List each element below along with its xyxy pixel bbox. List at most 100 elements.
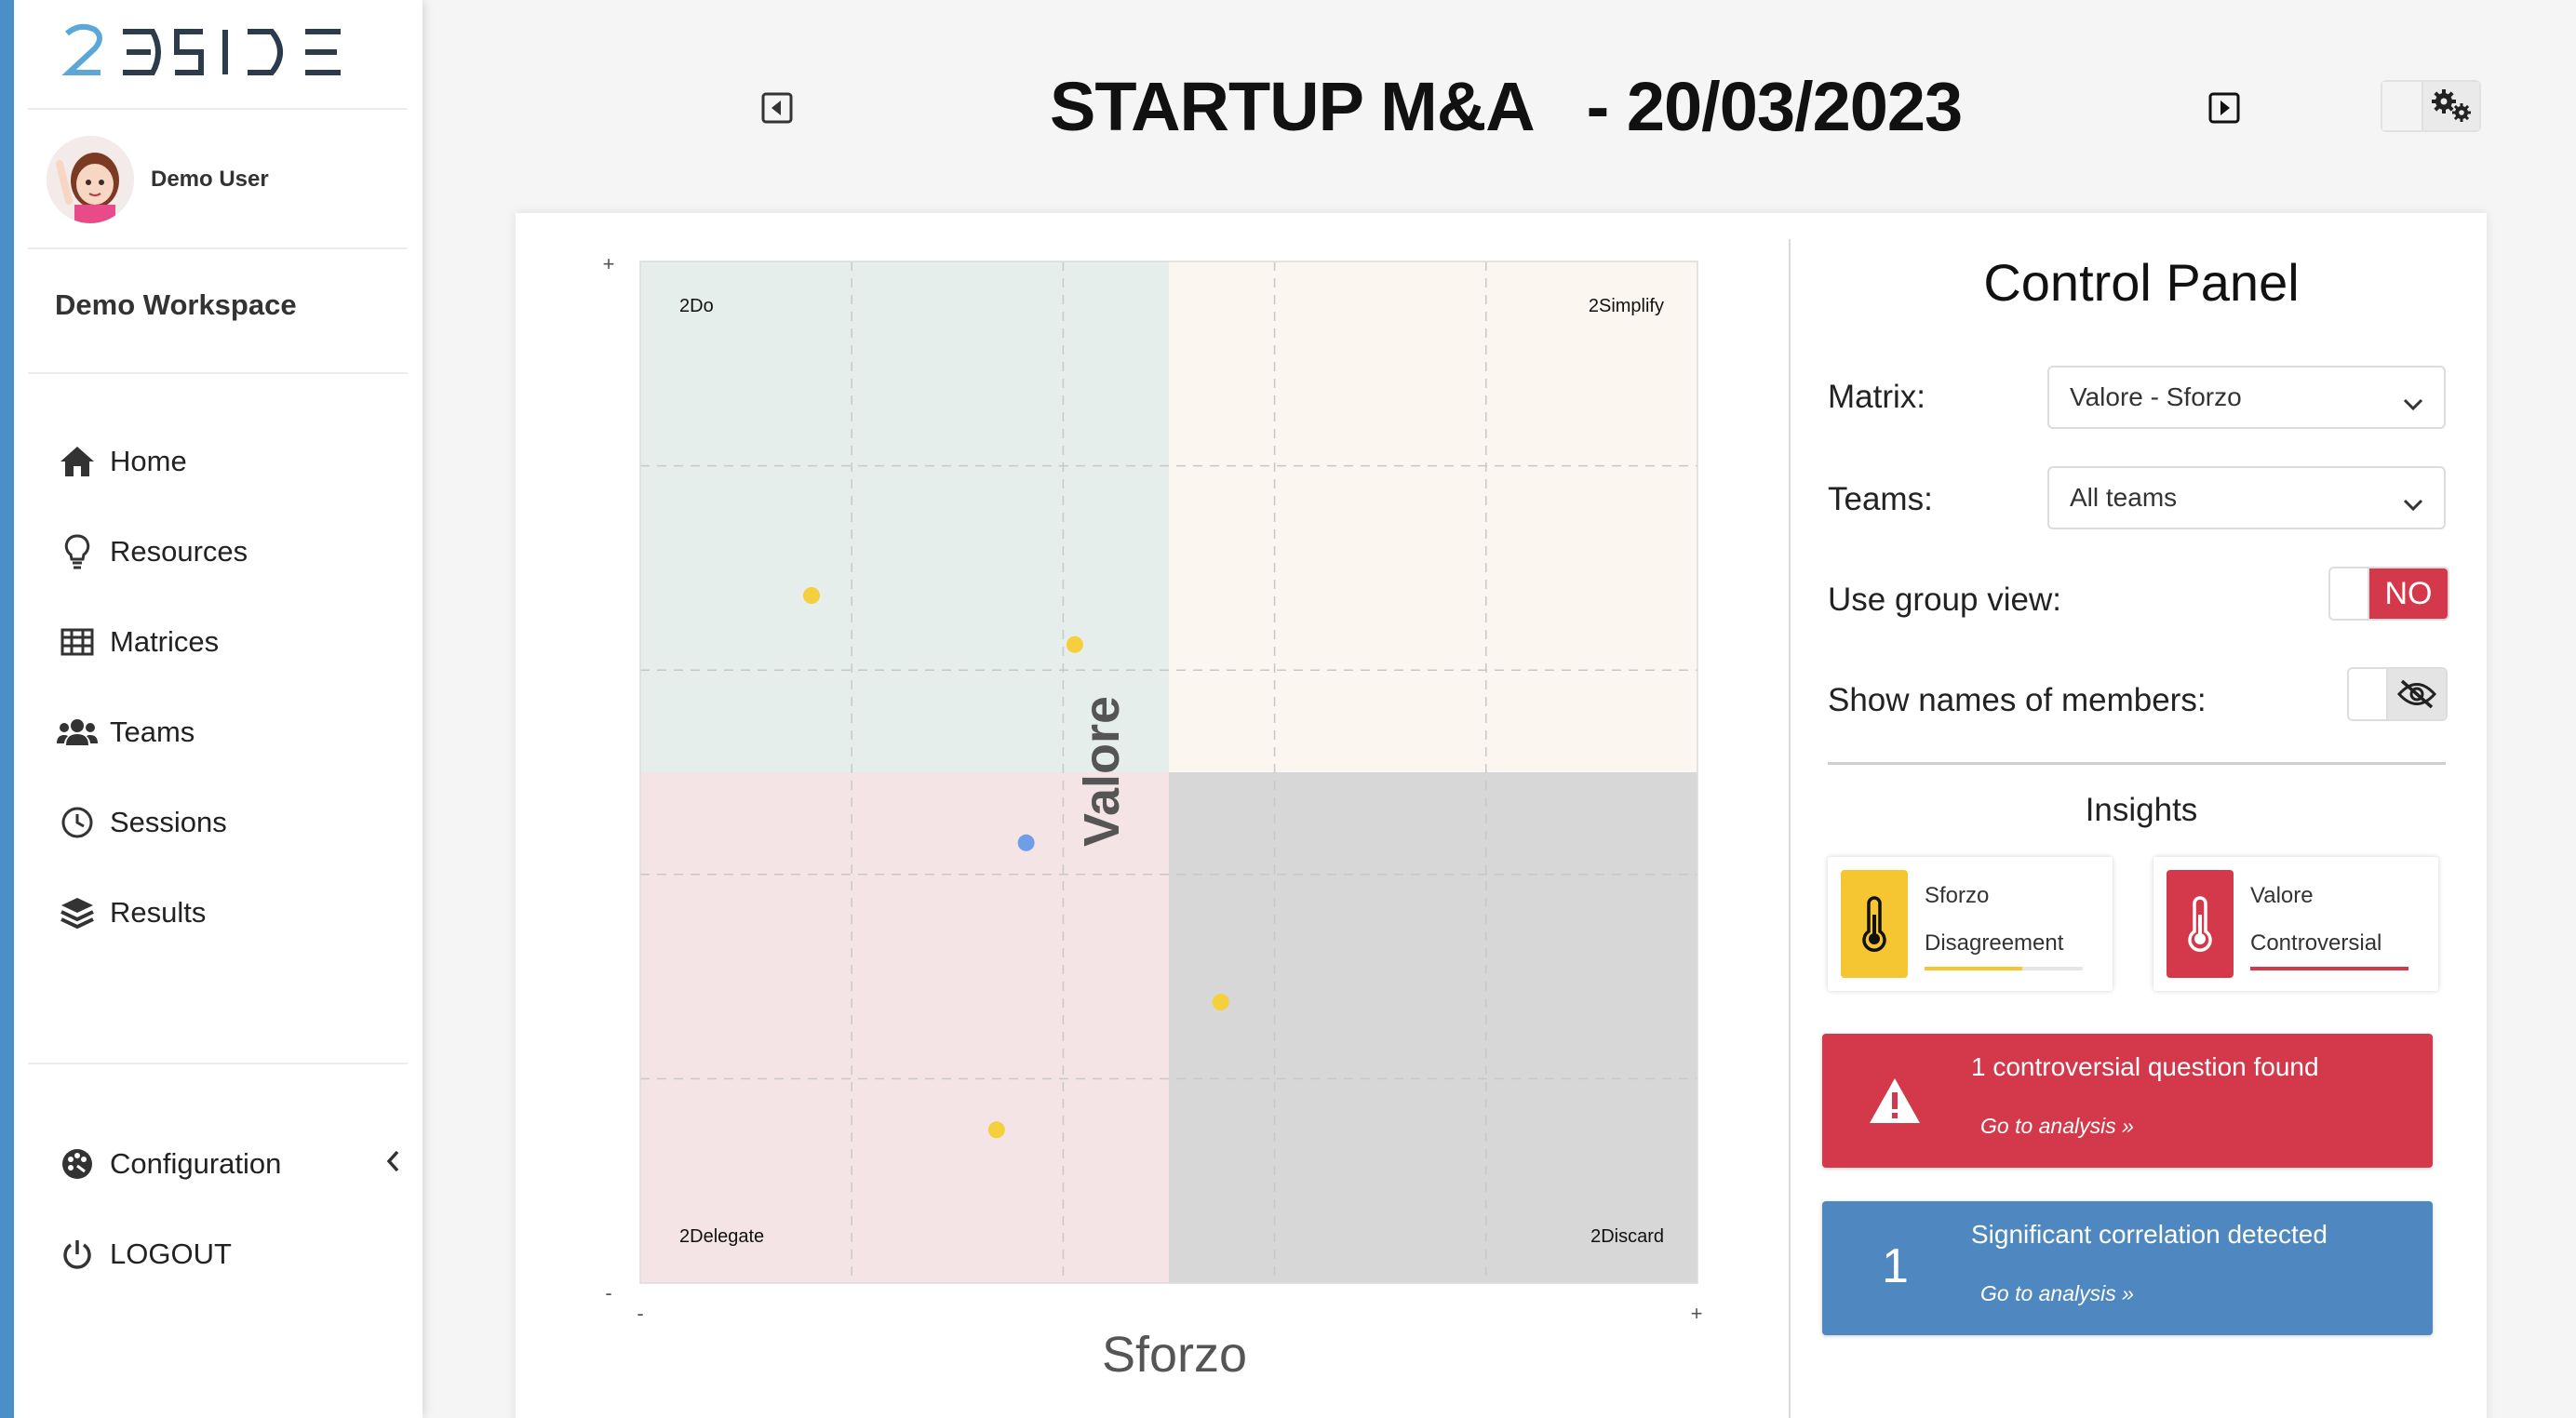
group-view-state: NO bbox=[2369, 569, 2448, 619]
warning-icon bbox=[1865, 1071, 1925, 1130]
control-panel: Control Panel Matrix: Valore - Sforzo Te… bbox=[1822, 213, 2479, 1418]
insight-card-valore[interactable]: Valore Controversial bbox=[2153, 857, 2438, 991]
data-point bbox=[987, 1121, 1005, 1139]
quadrant-label: 2Delegate bbox=[679, 1226, 764, 1247]
data-point bbox=[803, 587, 821, 605]
user-profile[interactable]: Demo User bbox=[47, 136, 269, 223]
nav-item-label: Results bbox=[110, 895, 207, 929]
nav-item-label: LOGOUT bbox=[110, 1237, 232, 1270]
nav-item-results[interactable]: Results bbox=[56, 867, 409, 957]
x-axis-min-label: - bbox=[637, 1302, 643, 1325]
show-names-toggle[interactable] bbox=[2347, 667, 2448, 721]
double-chevron-right-icon: » bbox=[2122, 1114, 2134, 1138]
insight-level-fill bbox=[1925, 967, 2023, 970]
page-title: STARTUP M&A - 20/03/2023 bbox=[1050, 68, 1963, 145]
data-point bbox=[1066, 635, 1083, 653]
nav-item-label: Teams bbox=[110, 715, 195, 748]
nav-item-matrices[interactable]: Matrices bbox=[56, 596, 409, 687]
go-to-analysis-link[interactable]: Go to analysis » bbox=[1980, 1114, 2134, 1139]
nav-item-label: Matrices bbox=[110, 624, 220, 658]
lightbulb-icon bbox=[56, 530, 99, 573]
show-names-label: Show names of members: bbox=[1828, 682, 2207, 718]
quadrant-label: 2Simplify bbox=[1589, 296, 1664, 316]
caret-left-square-icon bbox=[761, 92, 793, 128]
matrix-chart-svg: 2Do 2Simplify 2Delegate 2Discard + - - + Sf… bbox=[603, 252, 1703, 1383]
matrix-select[interactable]: Valore - Sforzo bbox=[2047, 366, 2446, 429]
insight-level-bar bbox=[2250, 967, 2408, 970]
avatar[interactable] bbox=[47, 136, 134, 223]
previous-session-button[interactable] bbox=[758, 91, 796, 128]
teams-select-value: All teams bbox=[2070, 483, 2178, 512]
y-axis-title: Valore bbox=[1074, 696, 1130, 847]
insight-level-bar bbox=[1925, 967, 2083, 970]
nav-item-label: Resources bbox=[110, 534, 248, 568]
link-label: Go to analysis bbox=[1980, 1114, 2116, 1138]
main-nav: Home Resources Matrices Teams Sessions bbox=[56, 416, 409, 957]
chevron-left-icon[interactable] bbox=[385, 1149, 400, 1178]
quadrant-2discard bbox=[1169, 772, 1697, 1283]
quadrant-label: 2Do bbox=[679, 296, 714, 316]
chevron-down-icon bbox=[2403, 488, 2423, 518]
matrix-chart: 2Do 2Simplify 2Delegate 2Discard + - - + Sf… bbox=[516, 213, 1789, 1418]
next-session-button[interactable] bbox=[2206, 91, 2243, 128]
nav-item-sessions[interactable]: Sessions bbox=[56, 777, 409, 867]
correlation-count: 1 bbox=[1882, 1239, 1909, 1293]
power-icon bbox=[56, 1233, 99, 1276]
sidebar: Demo User Demo Workspace Home Resources … bbox=[0, 0, 423, 1418]
toggle-knob bbox=[2349, 669, 2388, 719]
bottom-nav: Configuration LOGOUT bbox=[56, 1118, 409, 1299]
palette-icon bbox=[56, 1143, 99, 1185]
go-to-analysis-link[interactable]: Go to analysis » bbox=[1980, 1281, 2134, 1306]
app-logo[interactable] bbox=[61, 20, 350, 86]
toggle-knob bbox=[2382, 82, 2423, 130]
quadrant-2simplify bbox=[1169, 261, 1697, 772]
nav-item-configuration[interactable]: Configuration bbox=[56, 1118, 409, 1209]
quadrant-2delegate bbox=[640, 772, 1169, 1283]
eye-slash-icon bbox=[2388, 669, 2446, 719]
thermometer-icon bbox=[2167, 870, 2234, 978]
matrix-label: Matrix: bbox=[1828, 379, 1925, 415]
user-name: Demo User bbox=[151, 167, 269, 192]
insights-title: Insights bbox=[2085, 792, 2198, 828]
insight-card-sforzo[interactable]: Sforzo Disagreement bbox=[1828, 857, 2113, 991]
gears-icon bbox=[2423, 82, 2479, 130]
controversial-alert[interactable]: 1 controversial question found Go to ana… bbox=[1822, 1034, 2433, 1168]
group-view-toggle[interactable]: NO bbox=[2328, 567, 2449, 621]
divider bbox=[28, 1063, 408, 1064]
teams-select[interactable]: All teams bbox=[2047, 466, 2446, 529]
nav-item-resources[interactable]: Resources bbox=[56, 506, 409, 596]
home-icon bbox=[56, 440, 99, 483]
settings-toggle-button[interactable] bbox=[2381, 80, 2481, 132]
toggle-knob bbox=[2330, 569, 2369, 619]
insight-subtitle: Controversial bbox=[2250, 930, 2382, 956]
layers-icon bbox=[56, 891, 99, 934]
x-axis-title: Sforzo bbox=[1102, 1327, 1247, 1383]
caret-right-square-icon bbox=[2208, 92, 2240, 128]
link-label: Go to analysis bbox=[1980, 1281, 2116, 1305]
chevron-down-icon bbox=[2403, 388, 2423, 418]
nav-item-logout[interactable]: LOGOUT bbox=[56, 1209, 409, 1299]
thermometer-icon bbox=[1841, 870, 1908, 978]
nav-item-home[interactable]: Home bbox=[56, 416, 409, 506]
data-point bbox=[1017, 834, 1035, 851]
insight-title: Sforzo bbox=[1925, 883, 1990, 908]
correlation-alert[interactable]: 1 Significant correlation detected Go to… bbox=[1822, 1201, 2433, 1335]
nav-item-teams[interactable]: Teams bbox=[56, 687, 409, 777]
control-panel-title: Control Panel bbox=[1983, 253, 2300, 312]
quadrant-2do bbox=[640, 261, 1169, 772]
insight-title: Valore bbox=[2250, 883, 2314, 908]
alert-message: 1 controversial question found bbox=[1971, 1052, 2319, 1081]
nav-item-label: Sessions bbox=[110, 805, 227, 838]
divider bbox=[28, 247, 408, 249]
y-axis-max-label: + bbox=[603, 252, 615, 275]
teams-label: Teams: bbox=[1828, 481, 1933, 517]
clock-icon bbox=[56, 801, 99, 844]
insight-subtitle: Disagreement bbox=[1925, 930, 2064, 956]
nav-item-label: Configuration bbox=[110, 1146, 282, 1180]
group-view-label: Use group view: bbox=[1828, 582, 2061, 618]
y-axis-min-label: - bbox=[605, 1281, 611, 1304]
sidebar-accent-bar bbox=[0, 0, 14, 1418]
quadrant-label: 2Discard bbox=[1590, 1226, 1664, 1247]
divider bbox=[28, 372, 408, 374]
workspace-name[interactable]: Demo Workspace bbox=[55, 288, 297, 321]
